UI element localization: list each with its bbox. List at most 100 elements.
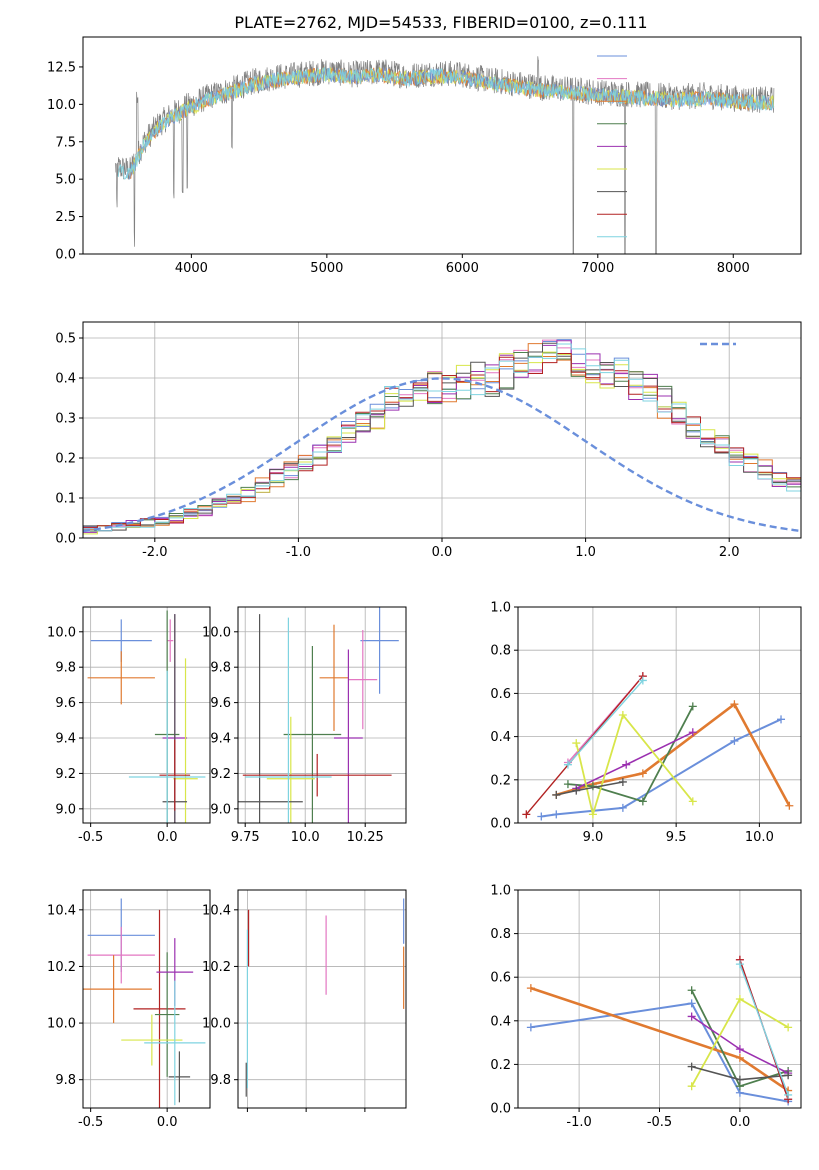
y-tick-label: 10.4 [47,903,76,918]
series-marker-kroupa_stelib [784,1090,793,1099]
axes-residuals: -2.0 -1.0 0.0 1.0 2.0 0.0 0.1 0.2 0.3 0.4 0.5 [55,321,802,560]
errorbar-point-salpeter_elodie [334,649,363,823]
x-tick-label: -1.0 [286,545,311,560]
x-tick-label: 0.0 [157,830,178,845]
y-tick-label: 10.2 [202,960,231,975]
series-marker-kroupa_miles [526,984,535,993]
series-line-chabrier_elodie [567,705,694,803]
series-marker-kroupa_elodie [784,1023,793,1032]
series-marker-kroupa_elodie [735,995,744,1003]
series-marker-kroupa_elodie [688,797,697,806]
normal-distribution-curve [83,377,801,533]
series-marker-chabrier_miles [777,715,786,724]
y-tick-label: 0.3 [55,412,76,427]
y-tick-label: 10.2 [47,960,76,975]
y-tick-label: 1.0 [490,601,511,616]
errorbar-point-kroupa_elodie [173,658,198,823]
y-tick-label: 0.2 [55,452,76,467]
y-tick-label: 0.4 [490,730,511,745]
errorbar-point-salpeter_miles [348,630,378,730]
errorbar-point-kroupa_stelib [245,617,332,823]
plot-area [83,898,206,1108]
series-marker-chabrier_stelib [552,790,561,799]
x-tick-label: -0.5 [78,830,103,845]
y-tick-label: 9.0 [55,802,76,817]
axes-background [518,607,801,823]
series-marker-chabrier_miles [552,810,561,819]
series-marker-salpeter_elodie [687,1012,696,1021]
y-tick-label: 0.1 [55,492,76,507]
series-marker-kroupa_elodie [618,711,627,719]
y-tick-label: 10.0 [47,98,76,113]
series-line-kroupa_stelib [567,679,644,766]
x-tick-label: 4000 [175,261,208,276]
y-tick-label: 10.0 [202,1017,231,1032]
y-tick-label: 1.0 [490,884,511,899]
y-tick-label: 0.6 [490,971,511,986]
y-tick-label: 2.5 [55,210,76,225]
y-tick-label: 0.0 [490,1102,511,1117]
y-tick-label: 9.4 [55,732,76,747]
series-marker-kroupa_elodie [687,1082,696,1091]
y-tick-label: 10.0 [47,625,76,640]
y-tick-label: 0.2 [490,773,511,788]
series-marker-chabrier_elodie [563,780,572,789]
y-tick-label: 0.2 [490,1058,511,1073]
axes-background [83,890,210,1108]
plot-area [115,56,775,254]
y-tick-label: 7.5 [55,135,76,150]
x-tick-label: -1.0 [566,1115,591,1130]
errorbar-point-kroupa_miles [319,624,349,731]
errorbar-point-kroupa_stelib [144,980,206,1106]
x-tick-label: 9.5 [666,830,687,845]
x-tick-label: 5000 [310,261,343,276]
axes-frame [82,606,211,824]
series-marker-chabrier_miles [537,812,546,821]
axes-frame [82,36,802,255]
figure-title: PLATE=2762, MJD=54533, FIBERID=0100, z=0… [234,13,647,32]
axes-background [83,607,210,823]
x-tick-label: 9.75 [231,830,260,845]
y-tick-label: 9.8 [55,661,76,676]
y-tick-label: 5.0 [55,173,76,188]
axes-age_vs_mass: 9.75 10.0 10.25 9.0 9.2 9.4 9.6 9.8 10.0 [202,606,407,845]
series-marker-kroupa_elodie [572,739,581,748]
errorbar-point-chabrier_stelib [168,1051,191,1103]
series-line-kroupa_stelib [739,963,789,1096]
x-tick-label: 10.0 [745,830,774,845]
errorbar-point-salpeter_stelib [159,739,191,811]
plot-area [526,955,793,1106]
series-marker-salpeter_stelib [522,810,531,819]
series-marker-kroupa_miles [735,1053,744,1062]
plot-area [238,607,399,823]
plot-layer: 4000 5000 6000 7000 8000 0.0 2.5 5.0 7.5 10.0 12.5… [47,36,802,1130]
errorbar-point-kroupa_miles [83,955,152,1024]
series-marker-chabrier_stelib [572,786,581,795]
axes-frame [82,889,211,1109]
axes-mass_vs_Z: -0.5 0.0 9.8 10.0 10.2 10.4 [47,889,211,1130]
x-tick-label: 10.25 [347,830,384,845]
errorbar-point-chabrier_elodie [283,645,342,823]
axes-spectrum: 4000 5000 6000 7000 8000 0.0 2.5 5.0 7.5 10.0 12.5 [47,36,802,276]
errorbar-point-salpeter_miles [167,619,174,662]
y-tick-label: 9.8 [210,661,231,676]
series-marker-kroupa_miles [785,801,794,810]
axes-frame [237,889,407,1109]
y-tick-label: 10.4 [202,903,231,918]
x-tick-label: 9.0 [583,830,604,845]
y-tick-label: 0.5 [55,332,76,347]
x-tick-label: 6000 [446,261,479,276]
y-tick-label: 0.6 [490,687,511,702]
series-marker-chabrier_miles [687,999,696,1008]
y-tick-label: 9.2 [210,767,231,782]
plot-area [87,610,206,823]
series-marker-kroupa_stelib [638,676,647,685]
axes-mass_weight_vs_age: 9.0 9.5 10.0 0.0 0.2 0.4 0.6 0.8 1.0 [490,601,802,845]
axes-frame [517,606,802,824]
x-tick-label: -0.5 [647,1115,672,1130]
series-marker-kroupa_miles [638,769,647,778]
plot-area [522,672,794,821]
plot-area [83,339,801,535]
axes-age_vs_Z: -0.5 0.0 9.0 9.2 9.4 9.6 9.8 10.0 [47,606,211,845]
